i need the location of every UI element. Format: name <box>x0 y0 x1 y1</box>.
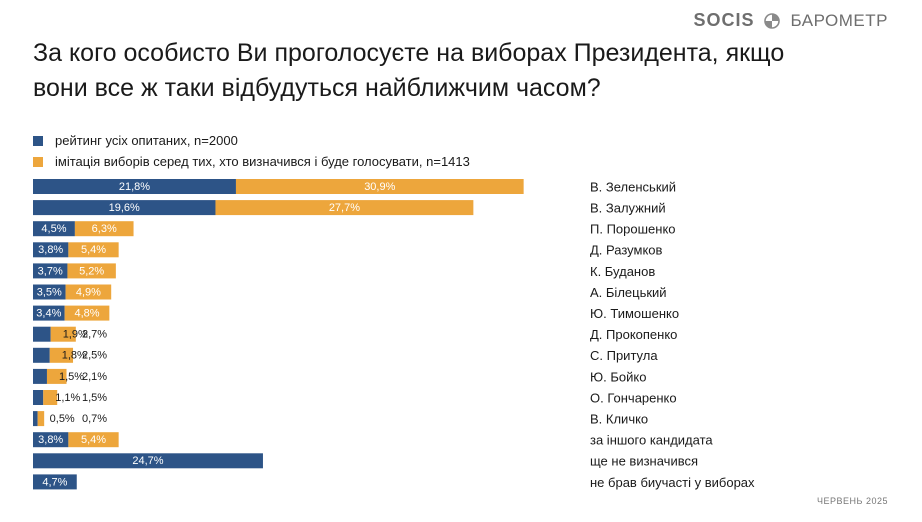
footer-date: ЧЕРВЕНЬ 2025 <box>817 496 888 506</box>
legend-swatch-orange <box>33 156 43 167</box>
data-label-orange: 5,2% <box>79 265 104 277</box>
bar-blue <box>33 326 51 342</box>
data-label-blue: 1,9% <box>63 329 88 341</box>
chart-title: За кого особисто Ви проголосуєте на вибо… <box>33 39 785 102</box>
bar-orange <box>65 284 112 300</box>
data-label-blue: 24,7% <box>132 455 163 467</box>
category-label: Ю. Бойко <box>590 369 646 384</box>
bar-orange <box>68 432 119 448</box>
bar-blue <box>33 284 66 300</box>
category-label: не брав биучасті у виборах <box>590 475 755 490</box>
bar-orange <box>67 263 116 279</box>
bar-blue <box>33 474 77 490</box>
data-label-orange: 2,5% <box>82 350 107 362</box>
bar-orange <box>68 242 119 258</box>
data-label-blue: 0,5% <box>50 413 75 425</box>
bar-blue <box>33 305 65 321</box>
category-label: Ю. Тимошенко <box>590 306 679 321</box>
bar-blue <box>33 179 236 194</box>
bar-blue <box>33 411 38 427</box>
legend-label-voters: імітація виборів серед тих, хто визначив… <box>55 154 470 169</box>
chart-legend: рейтинг усіх опитаних, n=2000 імітація в… <box>33 130 470 172</box>
data-label-blue: 3,4% <box>36 308 61 320</box>
socis-logo: SOCIS <box>693 10 755 30</box>
data-label-blue: 1,8% <box>62 350 87 362</box>
bar-orange <box>50 326 76 342</box>
category-label: О. Гончаренко <box>590 390 677 405</box>
category-label: ще не визначився <box>590 454 698 469</box>
category-label: В. Залужний <box>590 201 666 216</box>
data-label-blue: 19,6% <box>109 202 140 214</box>
data-label-blue: 3,5% <box>37 286 62 298</box>
data-label-blue: 3,7% <box>38 265 63 277</box>
data-label-orange: 2,1% <box>82 371 107 383</box>
data-label-blue: 1,5% <box>59 371 84 383</box>
category-label: А. Білецький <box>590 285 667 300</box>
bar-blue <box>33 263 68 279</box>
barometer-icon <box>764 12 781 29</box>
legend-item-all: рейтинг усіх опитаних, n=2000 <box>33 130 470 151</box>
bar-orange <box>43 390 58 405</box>
bar-orange <box>74 221 134 237</box>
data-label-orange: 0,7% <box>82 413 107 425</box>
bar-orange <box>37 411 45 427</box>
category-label: за іншого кандидата <box>590 433 713 448</box>
category-label: С. Притула <box>590 348 658 363</box>
data-label-blue: 1,1% <box>55 392 80 404</box>
legend-label-all: рейтинг усіх опитаних, n=2000 <box>55 133 238 148</box>
bar-orange <box>46 368 67 384</box>
bar-blue <box>33 200 216 216</box>
data-label-orange: 6,3% <box>92 223 117 235</box>
bar-blue <box>33 221 75 237</box>
category-label: Д. Разумков <box>590 243 663 258</box>
category-label: П. Порошенко <box>590 222 676 237</box>
bar-blue <box>33 453 263 469</box>
category-label: К. Буданов <box>590 264 655 279</box>
bar-orange <box>64 305 110 321</box>
legend-swatch-blue <box>33 135 43 146</box>
brand-name: БАРОМЕТР <box>790 10 888 30</box>
data-label-blue: 21,8% <box>119 181 150 193</box>
data-label-blue: 4,7% <box>42 476 67 488</box>
bar-orange <box>49 347 74 363</box>
bar-blue <box>33 368 47 384</box>
data-label-orange: 5,4% <box>81 244 106 256</box>
data-label-blue: 3,8% <box>38 244 63 256</box>
data-label-orange: 5,4% <box>81 434 106 446</box>
category-label: В. Кличко <box>590 412 648 427</box>
data-label-orange: 4,9% <box>76 286 101 298</box>
bar-orange <box>215 200 474 216</box>
legend-item-voters: імітація виборів серед тих, хто визначив… <box>33 151 470 172</box>
category-label: Д. Прокопенко <box>590 327 677 342</box>
bar-blue <box>33 242 69 258</box>
data-label-orange: 27,7% <box>329 202 360 214</box>
bar-blue <box>33 347 50 363</box>
data-label-blue: 3,8% <box>38 434 63 446</box>
data-label-orange: 30,9% <box>364 181 395 193</box>
header-branding: SOCIS БАРОМЕТР <box>693 10 888 31</box>
bar-orange <box>235 179 524 194</box>
data-label-orange: 1,5% <box>82 392 107 404</box>
bar-blue <box>33 432 69 448</box>
category-label: В. Зеленський <box>590 179 676 194</box>
bar-blue <box>33 390 44 405</box>
data-label-blue: 4,5% <box>41 223 66 235</box>
data-label-orange: 2,7% <box>82 329 107 341</box>
data-label-orange: 4,8% <box>74 308 99 320</box>
